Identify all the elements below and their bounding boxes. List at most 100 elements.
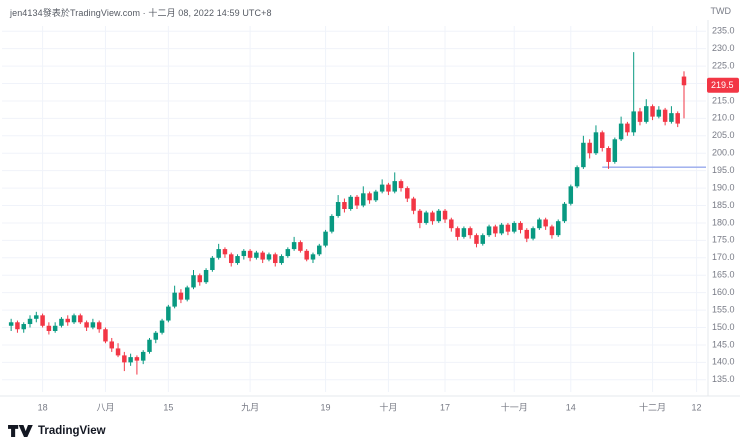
candlestick-chart[interactable]: 235.0230.0225.0220.0215.0210.0205.0200.0…	[0, 0, 740, 420]
candle-body	[467, 228, 473, 236]
price-tick-label: 195.0	[712, 165, 735, 175]
candle-body	[122, 355, 127, 363]
candle-body	[587, 142, 592, 154]
candle-down	[78, 313, 83, 325]
candle-up	[511, 221, 517, 234]
time-tick-label: 14	[566, 402, 576, 412]
last-price-label: 219.5	[707, 77, 739, 93]
candle-down	[675, 111, 680, 128]
candle-up	[254, 250, 259, 260]
candle-down	[505, 222, 511, 236]
candle-down	[222, 247, 228, 258]
candle-body	[386, 184, 391, 192]
price-tick-label: 225.0	[712, 60, 735, 70]
price-axis[interactable]: 235.0230.0225.0220.0215.0210.0205.0200.0…	[712, 26, 735, 385]
candle-body	[486, 226, 492, 236]
candle-body	[505, 224, 511, 232]
candle-down	[430, 210, 435, 225]
candle-down	[46, 322, 52, 335]
candle-down	[304, 249, 309, 262]
candle-up	[581, 135, 586, 169]
price-tick-label: 145.0	[712, 339, 735, 349]
price-tick-label: 180.0	[712, 217, 735, 227]
candle-body	[71, 315, 77, 323]
candle-down	[40, 313, 45, 328]
chart-attribution-link[interactable]: jen4134發表於TradingView.com · 十二月 08, 2022…	[10, 8, 272, 18]
candle-body	[15, 322, 20, 330]
price-tick-label: 185.0	[712, 200, 735, 210]
candles-layer	[8, 52, 687, 375]
candle-up	[8, 318, 14, 331]
candle-body	[631, 111, 636, 133]
candle-up	[27, 315, 33, 328]
candle-up	[147, 337, 152, 354]
candle-up	[574, 165, 580, 189]
candle-body	[153, 332, 159, 340]
candle-up	[555, 219, 561, 237]
price-tick-label: 170.0	[712, 252, 735, 262]
candle-body	[455, 228, 460, 237]
candle-body	[285, 249, 291, 257]
candle-body	[574, 167, 580, 187]
candle-body	[147, 339, 152, 352]
candle-up	[279, 254, 284, 265]
candle-down	[342, 198, 347, 213]
candle-up	[166, 304, 171, 323]
price-tick-label: 210.0	[712, 113, 735, 123]
last-price-label-bg	[707, 77, 739, 93]
candle-body	[115, 348, 121, 356]
price-tick-label: 135.0	[712, 374, 735, 384]
candle-body	[650, 106, 655, 117]
candle-body	[524, 229, 530, 239]
price-tick-label: 140.0	[712, 357, 735, 367]
candle-body	[348, 196, 353, 209]
candle-body	[568, 186, 574, 204]
candle-body	[480, 235, 486, 244]
candle-up	[153, 331, 159, 344]
candle-up	[392, 172, 397, 194]
tradingview-logo-link[interactable]: TradingView	[8, 425, 106, 437]
candle-up	[317, 243, 322, 257]
candle-body	[511, 222, 517, 232]
candle-body	[361, 193, 366, 206]
candle-body	[96, 322, 102, 330]
candle-down	[543, 217, 548, 230]
candle-body	[191, 275, 196, 288]
time-axis[interactable]: 18 八月 15 九月 19 十月 17 十一月 14 十二月 12	[38, 401, 702, 412]
candle-up	[669, 106, 674, 124]
candle-body	[178, 292, 184, 300]
candle-body	[392, 181, 397, 192]
candle-body	[618, 123, 624, 140]
candle-body	[273, 254, 278, 264]
candle-up	[499, 222, 504, 236]
candle-down	[549, 224, 555, 239]
candle-down	[411, 196, 416, 215]
candle-body	[593, 132, 599, 154]
candle-down	[122, 351, 127, 372]
candle-body	[172, 292, 177, 307]
price-tick-label: 160.0	[712, 287, 735, 297]
time-tick-label: 十二月	[639, 401, 666, 412]
candle-down	[518, 221, 523, 234]
candle-body	[417, 210, 423, 223]
candle-up	[184, 285, 190, 302]
price-tick-label: 230.0	[712, 43, 735, 53]
candle-body	[103, 329, 108, 342]
candle-up	[291, 236, 297, 251]
candle-body	[203, 270, 209, 283]
candle-up	[216, 243, 221, 260]
candle-up	[348, 195, 353, 211]
price-tick-label: 200.0	[712, 148, 735, 158]
candle-up	[486, 224, 492, 237]
candle-down	[474, 233, 479, 248]
candle-down	[134, 355, 140, 375]
candle-down	[606, 146, 611, 169]
candle-up	[71, 313, 77, 325]
candle-body	[656, 109, 662, 117]
candle-body	[669, 113, 674, 122]
candle-body	[184, 287, 190, 300]
candle-down	[417, 209, 423, 229]
candle-up	[361, 186, 366, 208]
candle-down	[247, 249, 253, 262]
candle-body	[398, 181, 404, 189]
